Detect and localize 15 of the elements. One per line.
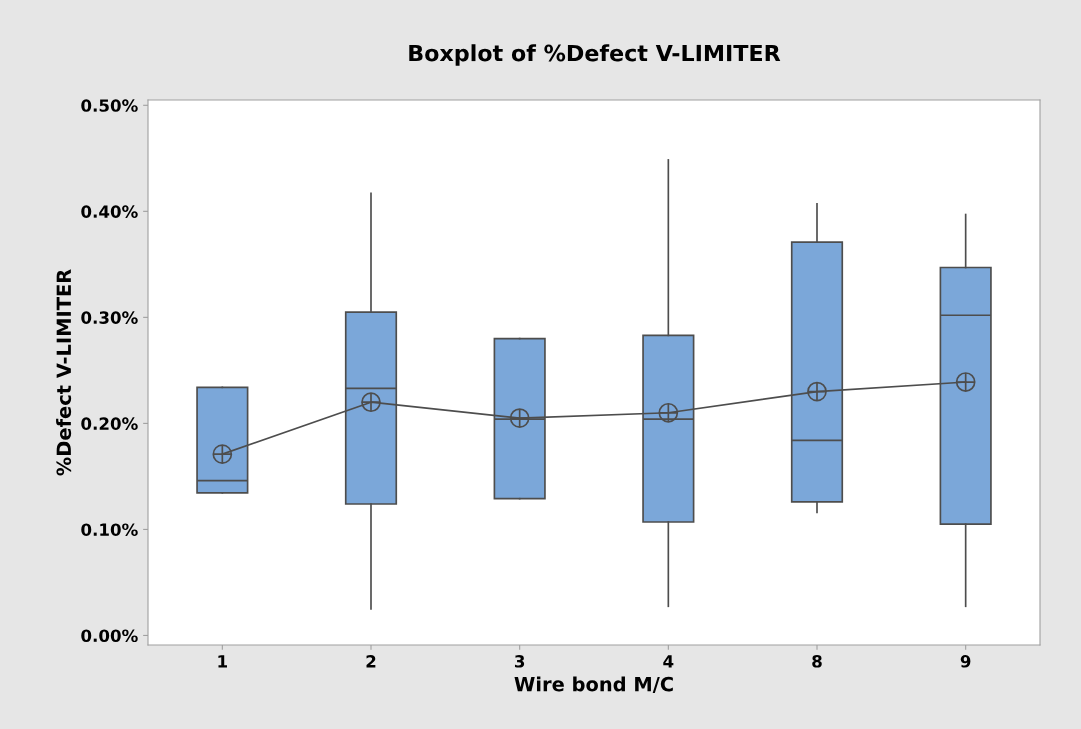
y-tick-label: 0.40% <box>81 205 138 218</box>
y-tick-label: 0.00% <box>81 629 138 643</box>
x-axis-title: Wire bond M/C <box>514 676 673 693</box>
y-axis-title: %Defect V-LIMITER <box>56 269 72 476</box>
x-tick-label: 8 <box>812 655 822 668</box>
y-tick-label: 0.50% <box>81 99 138 112</box>
x-tick-label: 4 <box>663 655 674 668</box>
x-tick-label: 2 <box>366 655 376 668</box>
x-tick-label: 3 <box>514 655 525 668</box>
chart-title: Boxplot of %Defect V-LIMITER <box>409 44 781 66</box>
y-tick-label: 0.20% <box>81 417 138 430</box>
y-tick-label: 0.30% <box>81 311 138 324</box>
y-tick-label: 0.10% <box>81 523 138 536</box>
x-tick-label: 1 <box>218 655 227 668</box>
x-tick-label: 9 <box>960 655 971 668</box>
